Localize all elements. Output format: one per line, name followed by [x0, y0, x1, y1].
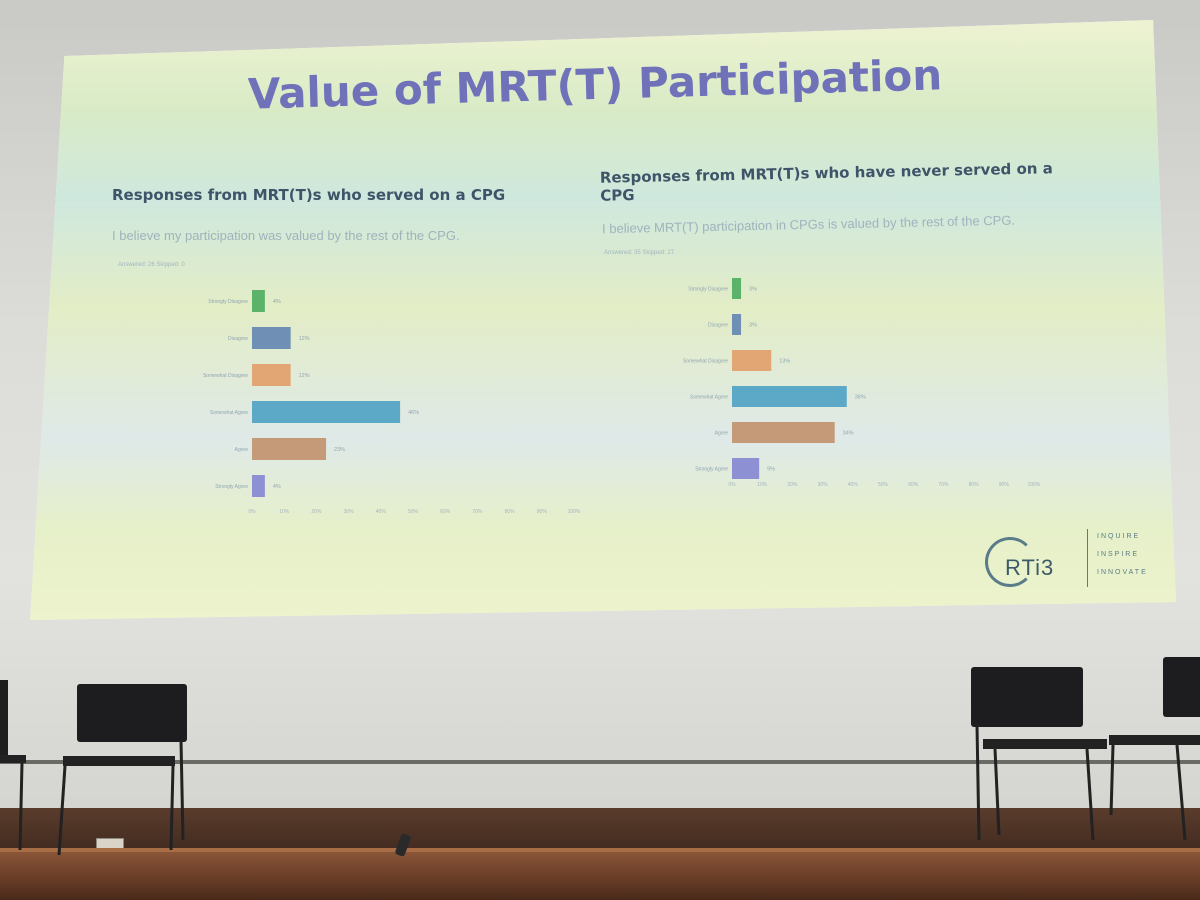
right-x-tick-10: 100% [1028, 482, 1041, 488]
rti3-logo: RTi3 INQUIRE INSPIRE INNOVATE [985, 525, 1160, 595]
left-bar-4 [252, 438, 327, 460]
right-bar-4 [732, 422, 835, 443]
right-category-label-1: Disagree [708, 323, 728, 329]
left-chart-question: I believe my participation was valued by… [112, 228, 460, 243]
right-value-label-4: 34% [843, 431, 854, 437]
left-value-label-1: 12% [299, 336, 310, 342]
right-x-tick-4: 40% [848, 482, 859, 488]
left-value-label-2: 12% [299, 373, 310, 379]
chair-left [57, 684, 187, 856]
left-category-label-4: Agree [235, 447, 249, 453]
stage-front [0, 852, 1200, 900]
right-value-label-5: 9% [767, 467, 775, 473]
right-x-tick-9: 90% [999, 482, 1010, 488]
right-category-label-4: Agree [715, 431, 729, 437]
left-value-label-0: 4% [273, 299, 281, 305]
right-x-tick-5: 50% [878, 482, 889, 488]
logo-name: RTi3 [1005, 555, 1055, 580]
chair-far-left [0, 680, 26, 851]
left-x-tick-9: 90% [537, 509, 548, 515]
left-value-label-4: 23% [334, 447, 345, 453]
left-bar-5 [252, 475, 265, 497]
logo-ring-icon [985, 537, 1035, 587]
right-value-label-2: 13% [779, 359, 790, 365]
chair-far-right [1109, 657, 1200, 841]
right-value-label-1: 3% [749, 323, 757, 329]
right-category-label-0: Strongly Disagree [688, 287, 728, 293]
wall-rail [0, 760, 1200, 764]
left-x-tick-8: 80% [505, 509, 516, 515]
left-value-label-5: 4% [273, 484, 281, 490]
left-x-tick-7: 70% [472, 509, 483, 515]
left-category-label-1: Disagree [228, 336, 248, 342]
logo-divider [1087, 529, 1088, 587]
charts-canvas: Strongly Disagree 4% Disagree 12% Somewhat D… [203, 278, 1041, 515]
left-category-label-5: Strongly Agree [215, 484, 248, 490]
left-category-label-3: Somewhat Agree [210, 410, 248, 416]
right-x-tick-8: 80% [969, 482, 980, 488]
left-chart-heading: Responses from MRT(T)s who served on a C… [112, 186, 506, 204]
right-value-label-0: 3% [749, 287, 757, 293]
right-bar-5 [732, 458, 760, 479]
left-x-tick-2: 20% [311, 509, 322, 515]
right-bar-1 [732, 314, 742, 335]
right-x-tick-7: 70% [938, 482, 949, 488]
logo-tagline-1: INQUIRE [1097, 533, 1141, 540]
right-x-tick-6: 60% [908, 482, 919, 488]
right-bar-2 [732, 350, 772, 371]
logo-tagline-2: INSPIRE [1097, 551, 1140, 558]
right-chart-meta: Answered: 35 Skipped: 27 [604, 250, 675, 256]
chair-right [971, 667, 1107, 841]
left-x-tick-4: 40% [376, 509, 387, 515]
left-bar-2 [252, 364, 291, 386]
logo-tagline-3: INNOVATE [1097, 569, 1148, 576]
left-value-label-3: 46% [408, 410, 419, 416]
left-category-label-0: Strongly Disagree [208, 299, 248, 305]
right-category-label-2: Somewhat Disagree [683, 359, 728, 365]
right-value-label-3: 38% [855, 395, 866, 401]
right-x-tick-0: 0% [728, 482, 736, 488]
right-x-tick-2: 20% [787, 482, 798, 488]
left-bar-0 [252, 290, 265, 312]
right-category-label-3: Somewhat Agree [690, 395, 728, 401]
left-x-tick-1: 10% [279, 509, 290, 515]
left-x-tick-3: 30% [344, 509, 355, 515]
left-bar-1 [252, 327, 291, 349]
stage-lip [0, 848, 1200, 854]
right-category-label-5: Strongly Agree [695, 467, 728, 473]
left-x-tick-10: 100% [568, 509, 581, 515]
left-bar-3 [252, 401, 401, 423]
slide [30, 20, 1176, 620]
right-x-tick-3: 30% [818, 482, 829, 488]
left-x-tick-5: 50% [408, 509, 419, 515]
left-x-tick-6: 60% [440, 509, 451, 515]
left-x-tick-0: 0% [248, 509, 256, 515]
right-bar-3 [732, 386, 847, 407]
right-bar-0 [732, 278, 742, 299]
left-category-label-2: Somewhat Disagree [203, 373, 248, 379]
left-chart-meta: Answered: 26 Skipped: 0 [118, 262, 185, 268]
right-x-tick-1: 10% [757, 482, 768, 488]
